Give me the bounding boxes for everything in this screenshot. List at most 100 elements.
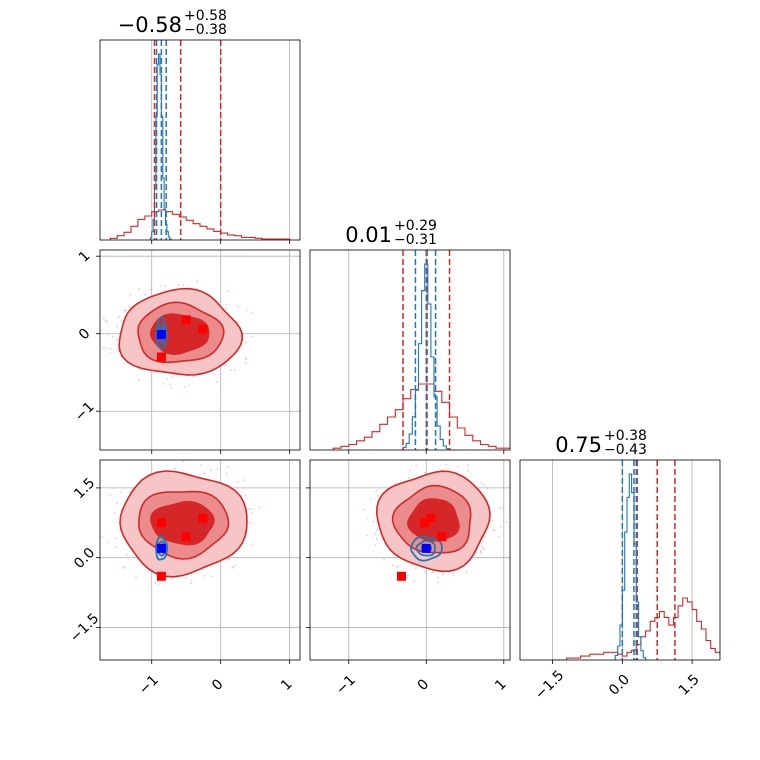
- param-title-value: 0.01: [345, 223, 392, 247]
- sample-point: [105, 347, 108, 349]
- sample-point: [169, 383, 172, 386]
- sample-point: [114, 537, 117, 539]
- sample-point: [107, 333, 110, 336]
- sample-point: [116, 325, 119, 327]
- sample-point: [151, 467, 153, 470]
- sample-point: [407, 476, 410, 479]
- blue-histogram: [149, 53, 173, 240]
- sample-point: [492, 529, 494, 531]
- sample-point: [164, 285, 167, 288]
- scatter-plot-area: [102, 280, 253, 389]
- sample-point: [112, 487, 115, 490]
- sample-point: [185, 577, 187, 580]
- sample-point: [210, 468, 212, 471]
- sample-point: [375, 529, 378, 532]
- sample-point: [391, 564, 394, 567]
- sample-point: [119, 491, 122, 494]
- sample-point: [226, 466, 229, 468]
- sample-point: [116, 338, 118, 341]
- panel-frame: [309, 459, 511, 661]
- param-title-plus: +0.29: [394, 218, 437, 234]
- sample-point: [483, 536, 486, 538]
- sample-point: [154, 582, 157, 585]
- sample-point: [115, 521, 118, 523]
- sample-point: [159, 285, 162, 287]
- x-tick-label: 1.5: [676, 672, 703, 699]
- hist-panel-p0: −0.58 +0.58−0.38: [99, 8, 301, 244]
- sample-point: [363, 508, 365, 511]
- sample-point: [225, 303, 228, 306]
- sample-point: [250, 335, 253, 338]
- sample-point: [377, 495, 380, 498]
- panel-frame: [99, 39, 301, 241]
- sample-point: [236, 305, 239, 308]
- param-title-minus: −0.38: [184, 22, 227, 38]
- sample-point: [413, 580, 415, 583]
- sample-point: [465, 571, 468, 574]
- sample-point: [250, 512, 253, 515]
- red-square-marker: [437, 532, 447, 542]
- x-tick-label: −1: [333, 672, 359, 698]
- x-tick-label: 1: [278, 676, 296, 694]
- scatter-panel-p0-p1: [96, 249, 301, 454]
- sample-point: [225, 472, 228, 475]
- x-tick-label: 0.0: [606, 672, 633, 699]
- sample-point: [115, 546, 118, 548]
- x-tick-label: −1: [136, 672, 162, 698]
- x-tick-label: 1: [492, 676, 510, 694]
- sample-point: [237, 487, 239, 489]
- sample-point: [245, 362, 247, 365]
- scatter-panel-p0-p2: [96, 459, 301, 664]
- sample-point: [225, 307, 228, 310]
- sample-point: [216, 381, 218, 383]
- sample-point: [394, 482, 397, 484]
- sample-point: [501, 507, 504, 510]
- sample-point: [406, 576, 409, 579]
- sample-point: [122, 565, 124, 568]
- sample-point: [375, 490, 377, 493]
- blue-contour-level-1: [155, 535, 168, 561]
- sample-point: [151, 371, 153, 374]
- sample-point: [243, 479, 246, 482]
- sample-point: [408, 469, 411, 471]
- sample-point: [190, 579, 193, 582]
- sample-point: [203, 471, 206, 474]
- sample-point: [174, 467, 177, 470]
- sample-point: [480, 481, 483, 484]
- sample-point: [424, 471, 427, 474]
- sample-point: [431, 571, 434, 574]
- panel-frame: [309, 249, 511, 451]
- sample-point: [128, 306, 131, 309]
- sample-point: [397, 565, 400, 568]
- sample-point: [228, 558, 231, 561]
- sample-point: [415, 567, 417, 569]
- sample-point: [129, 293, 132, 296]
- blue-histogram: [613, 473, 648, 660]
- param-title-minus: −0.43: [604, 442, 647, 458]
- sample-point: [415, 465, 418, 467]
- sample-point: [177, 284, 180, 287]
- red-square-marker: [396, 571, 406, 581]
- hist-plot-area: [109, 40, 291, 240]
- sample-point: [467, 464, 470, 466]
- scatter-plot-area: [363, 460, 507, 584]
- sample-point: [245, 309, 248, 312]
- sample-point: [258, 506, 261, 509]
- sample-point: [491, 519, 494, 522]
- sample-point: [117, 348, 119, 351]
- sample-point: [234, 565, 236, 567]
- sample-point: [480, 550, 482, 553]
- sample-point: [466, 469, 469, 472]
- sample-point: [396, 566, 399, 569]
- red-histogram: [109, 209, 291, 240]
- sample-point: [375, 538, 378, 541]
- sample-point: [250, 312, 253, 315]
- sample-point: [162, 382, 165, 385]
- sample-point: [480, 545, 483, 548]
- red-square-marker: [426, 513, 436, 523]
- param-title-minus: −0.31: [394, 232, 437, 248]
- sample-point: [106, 320, 108, 323]
- red-square-marker: [156, 352, 166, 362]
- sample-point: [237, 481, 239, 484]
